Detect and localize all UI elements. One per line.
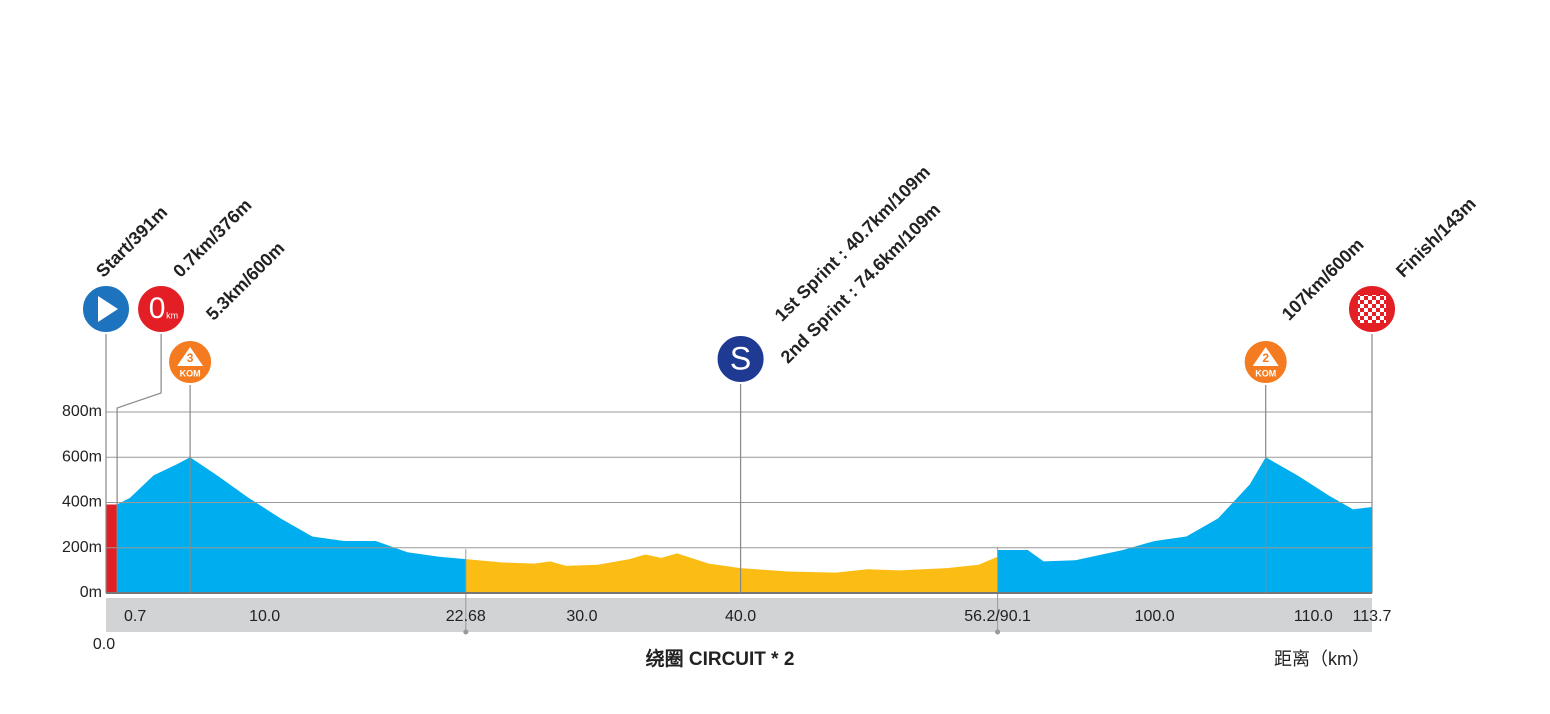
x-tick-label: 10.0 — [249, 608, 280, 625]
x-tick-label: 100.0 — [1135, 608, 1175, 625]
x-tick-label: 40.0 — [725, 608, 756, 625]
icon-text: 2 — [1262, 351, 1269, 365]
marker-icon — [715, 334, 766, 384]
mountain — [1252, 347, 1279, 366]
x-tick-label: 0.7 — [124, 608, 146, 625]
x-tick-label: 56.2/90.1 — [964, 608, 1031, 625]
axis-band — [106, 598, 1372, 632]
marker-icon — [136, 284, 187, 334]
x-tick-label: 113.7 — [1353, 608, 1392, 625]
x-tick-label: 30.0 — [566, 608, 597, 625]
icon-text: S — [730, 340, 751, 376]
marker-stem — [116, 333, 162, 593]
y-tick-label: 200m — [62, 539, 102, 556]
mountain — [177, 347, 204, 366]
x-axis-label: 距离（km） — [1274, 649, 1370, 669]
elevation-area — [117, 457, 466, 593]
icon-text: KOM — [180, 368, 201, 378]
x-tick-label: 22.68 — [446, 608, 486, 625]
elevation-area — [106, 504, 118, 593]
boundary-dot — [995, 629, 1001, 635]
x-tick-label: 0.0 — [93, 636, 115, 653]
y-tick-label: 0m — [80, 584, 102, 601]
x-tick-label: 110.0 — [1294, 608, 1333, 625]
marker-label: Finish/143m — [1392, 193, 1480, 281]
y-tick-label: 600m — [62, 448, 102, 465]
marker-label: 0.7km/376m — [169, 195, 255, 281]
elevation-area — [997, 457, 1372, 593]
y-tick-label: 800m — [62, 403, 102, 420]
marker-label: Start/391m — [92, 202, 171, 281]
play-symbol — [98, 296, 118, 322]
y-tick-label: 400m — [62, 494, 102, 511]
marker-label: 5.3km/600m — [202, 238, 288, 324]
boundary-dot — [463, 629, 469, 635]
icon-text: 3 — [187, 351, 194, 365]
elevation-area — [465, 553, 998, 593]
checker — [1358, 295, 1386, 323]
icon-text: 0 — [149, 292, 166, 325]
circuit-label: 绕圈 CIRCUIT * 2 — [646, 647, 795, 670]
icon-text: KOM — [1255, 368, 1276, 378]
icon-text: km — [166, 310, 178, 320]
